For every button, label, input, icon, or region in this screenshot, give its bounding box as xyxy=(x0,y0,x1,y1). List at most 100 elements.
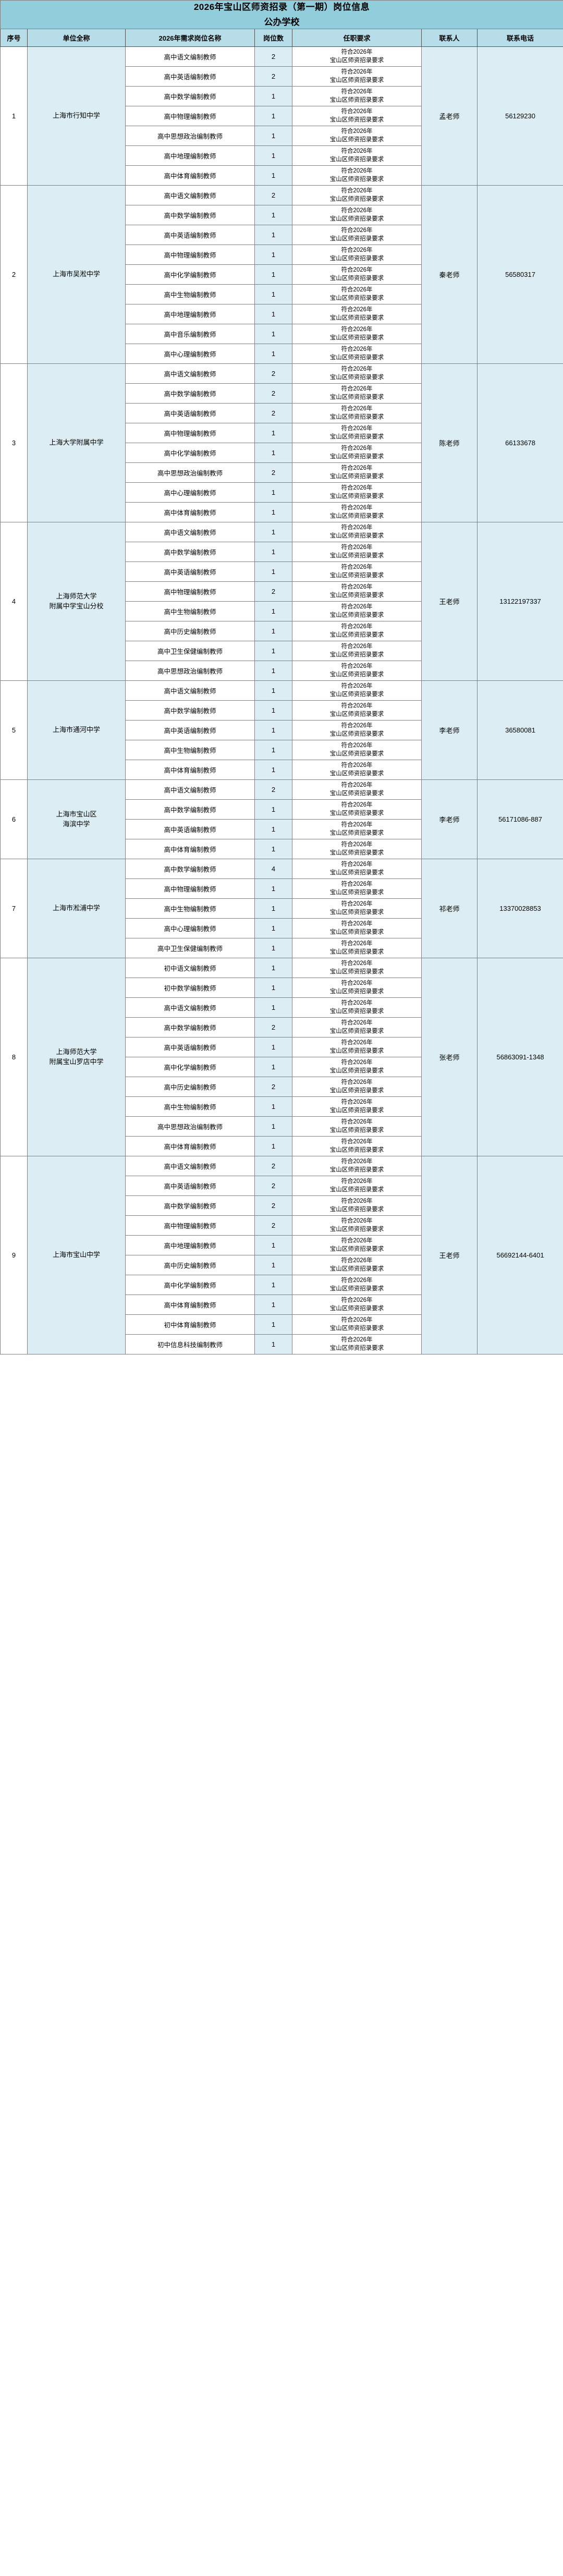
requirement-line-1: 符合2026年 xyxy=(341,168,373,175)
requirement-text: 符合2026年 宝山区师资招录要求 xyxy=(292,1096,422,1117)
requirement-text: 符合2026年 宝山区师资招录要求 xyxy=(292,779,422,800)
school-name-line: 上海市行知中学 xyxy=(52,112,100,120)
requirement-text: 符合2026年 宝山区师资招录要求 xyxy=(292,839,422,859)
post-count: 1 xyxy=(254,1116,292,1137)
school-name: 上海师范大学 附属中学宝山分校 xyxy=(27,522,126,681)
school-name-line: 上海市宝山中学 xyxy=(52,1251,100,1259)
post-count: 1 xyxy=(254,958,292,978)
requirement-line-1: 符合2026年 xyxy=(341,1297,373,1304)
requirement-line-2: 宝山区师资招录要求 xyxy=(329,1087,384,1094)
table-row: 高中心理编制教师 1 符合2026年 宝山区师资招录要求 xyxy=(1,344,563,364)
table-row: 高中生物编制教师 1 符合2026年 宝山区师资招录要求 xyxy=(1,740,563,760)
post-count: 1 xyxy=(254,423,292,443)
table-row: 高中英语编制教师 1 符合2026年 宝山区师资招录要求 xyxy=(1,561,563,582)
post-count: 2 xyxy=(254,363,292,384)
post-name: 高中英语编制教师 xyxy=(125,819,255,839)
requirement-line-2: 宝山区师资招录要求 xyxy=(329,453,384,460)
post-count: 1 xyxy=(254,1255,292,1275)
requirement-text: 符合2026年 宝山区师资招录要求 xyxy=(292,1275,422,1295)
requirement-text: 符合2026年 宝山区师资招录要求 xyxy=(292,1077,422,1097)
requirement-line-2: 宝山区师资招录要求 xyxy=(329,1345,384,1351)
requirement-line-2: 宝山区师资招录要求 xyxy=(329,691,384,698)
requirement-line-2: 宝山区师资招录要求 xyxy=(329,354,384,361)
requirement-text: 符合2026年 宝山区师资招录要求 xyxy=(292,205,422,225)
post-name: 高中物理编制教师 xyxy=(125,106,255,126)
school-name-line: 附属宝山罗店中学 xyxy=(49,1057,104,1066)
requirement-line-2: 宝山区师资招录要求 xyxy=(329,631,384,638)
requirement-line-1: 符合2026年 xyxy=(341,1079,373,1086)
requirement-line-2: 宝山区师资招录要求 xyxy=(329,1047,384,1054)
requirement-line-1: 符合2026年 xyxy=(341,1218,373,1225)
school-name-line: 上海师范大学 xyxy=(56,1047,97,1056)
requirement-line-1: 符合2026年 xyxy=(341,703,373,710)
row-index: 2 xyxy=(0,185,28,364)
requirement-line-2: 宝山区师资招录要求 xyxy=(329,612,384,618)
requirement-line-2: 宝山区师资招录要求 xyxy=(329,255,384,262)
requirement-text: 符合2026年 宝山区师资招录要求 xyxy=(292,561,422,582)
post-name: 高中生物编制教师 xyxy=(125,898,255,919)
requirement-line-1: 符合2026年 xyxy=(341,881,373,888)
post-count: 1 xyxy=(254,542,292,562)
post-name: 高中数学编制教师 xyxy=(125,205,255,225)
post-name: 高中英语编制教师 xyxy=(125,66,255,87)
requirement-line-2: 宝山区师资招录要求 xyxy=(329,889,384,896)
requirement-text: 符合2026年 宝山区师资招录要求 xyxy=(292,423,422,443)
post-count: 2 xyxy=(254,462,292,483)
row-index: 1 xyxy=(0,46,28,186)
requirement-text: 符合2026年 宝山区师资招录要求 xyxy=(292,601,422,621)
requirement-line-1: 符合2026年 xyxy=(341,1317,373,1324)
post-name: 高中语文编制教师 xyxy=(125,997,255,1018)
post-name: 高中数学编制教师 xyxy=(125,86,255,106)
post-name: 高中语文编制教师 xyxy=(125,522,255,542)
col-header-post: 2026年需求岗位名称 xyxy=(125,29,255,47)
post-count: 1 xyxy=(254,601,292,621)
requirement-text: 符合2026年 宝山区师资招录要求 xyxy=(292,661,422,681)
table-row: 高中物理编制教师 1 符合2026年 宝山区师资招录要求 xyxy=(1,245,563,265)
post-count: 1 xyxy=(254,997,292,1018)
row-index: 4 xyxy=(0,522,28,681)
requirement-line-1: 符合2026年 xyxy=(341,1000,373,1007)
table-row: 高中体育编制教师 1 符合2026年 宝山区师资招录要求 xyxy=(1,165,563,186)
post-name: 高中体育编制教师 xyxy=(125,839,255,859)
requirement-text: 符合2026年 宝山区师资招录要求 xyxy=(292,344,422,364)
school-name: 上海市淞浦中学 xyxy=(27,859,126,958)
requirement-line-2: 宝山区师资招录要求 xyxy=(329,235,384,242)
requirement-text: 符合2026年 宝山区师资招录要求 xyxy=(292,1215,422,1236)
post-count: 2 xyxy=(254,1176,292,1196)
post-name: 高中心理编制教师 xyxy=(125,918,255,938)
requirement-line-2: 宝山区师资招录要求 xyxy=(329,374,384,381)
table-row: 高中数学编制教师 1 符合2026年 宝山区师资招录要求 xyxy=(1,542,563,562)
post-count: 1 xyxy=(254,145,292,166)
requirement-line-2: 宝山区师资招录要求 xyxy=(329,413,384,420)
table-row: 6 上海市宝山区 海滨中学 高中语文编制教师 2 符合2026年 宝山区师资招录要求 李老师 5… xyxy=(0,779,563,859)
post-name: 高中化学编制教师 xyxy=(125,1057,255,1077)
contact-phone: 66133678 xyxy=(476,363,563,522)
requirement-text: 符合2026年 宝山区师资招录要求 xyxy=(292,264,422,285)
post-name: 高中地理编制教师 xyxy=(125,304,255,324)
table-row: 高中数学编制教师 2 符合2026年 宝山区师资招录要求 xyxy=(1,1017,563,1037)
post-count: 1 xyxy=(254,344,292,364)
post-count: 1 xyxy=(254,1057,292,1077)
requirement-text: 符合2026年 宝山区师资招录要求 xyxy=(292,403,422,423)
requirement-line-1: 符合2026年 xyxy=(341,941,373,947)
post-name: 高中物理编制教师 xyxy=(125,581,255,602)
requirement-line-2: 宝山区师资招录要求 xyxy=(329,96,384,103)
post-name: 高中数学编制教师 xyxy=(125,859,255,879)
requirement-line-2: 宝山区师资招录要求 xyxy=(329,909,384,915)
requirement-line-1: 符合2026年 xyxy=(341,1198,373,1205)
requirement-line-1: 符合2026年 xyxy=(341,128,373,135)
table-row: 高中化学编制教师 1 符合2026年 宝山区师资招录要求 xyxy=(1,1057,563,1077)
requirement-text: 符合2026年 宝山区师资招录要求 xyxy=(292,1017,422,1037)
requirement-line-1: 符合2026年 xyxy=(341,49,373,56)
requirement-line-2: 宝山区师资招录要求 xyxy=(329,770,384,777)
requirement-line-2: 宝山区师资招录要求 xyxy=(329,1265,384,1272)
requirement-line-1: 符合2026年 xyxy=(341,1258,373,1264)
post-name: 高中英语编制教师 xyxy=(125,225,255,245)
requirement-line-1: 符合2026年 xyxy=(341,108,373,115)
requirement-text: 符合2026年 宝山区师资招录要求 xyxy=(292,66,422,87)
requirement-text: 符合2026年 宝山区师资招录要求 xyxy=(292,859,422,879)
post-count: 2 xyxy=(254,185,292,205)
requirement-line-2: 宝山区师资招录要求 xyxy=(329,1186,384,1193)
post-name: 高中体育编制教师 xyxy=(125,760,255,780)
requirement-line-1: 符合2026年 xyxy=(341,1238,373,1244)
